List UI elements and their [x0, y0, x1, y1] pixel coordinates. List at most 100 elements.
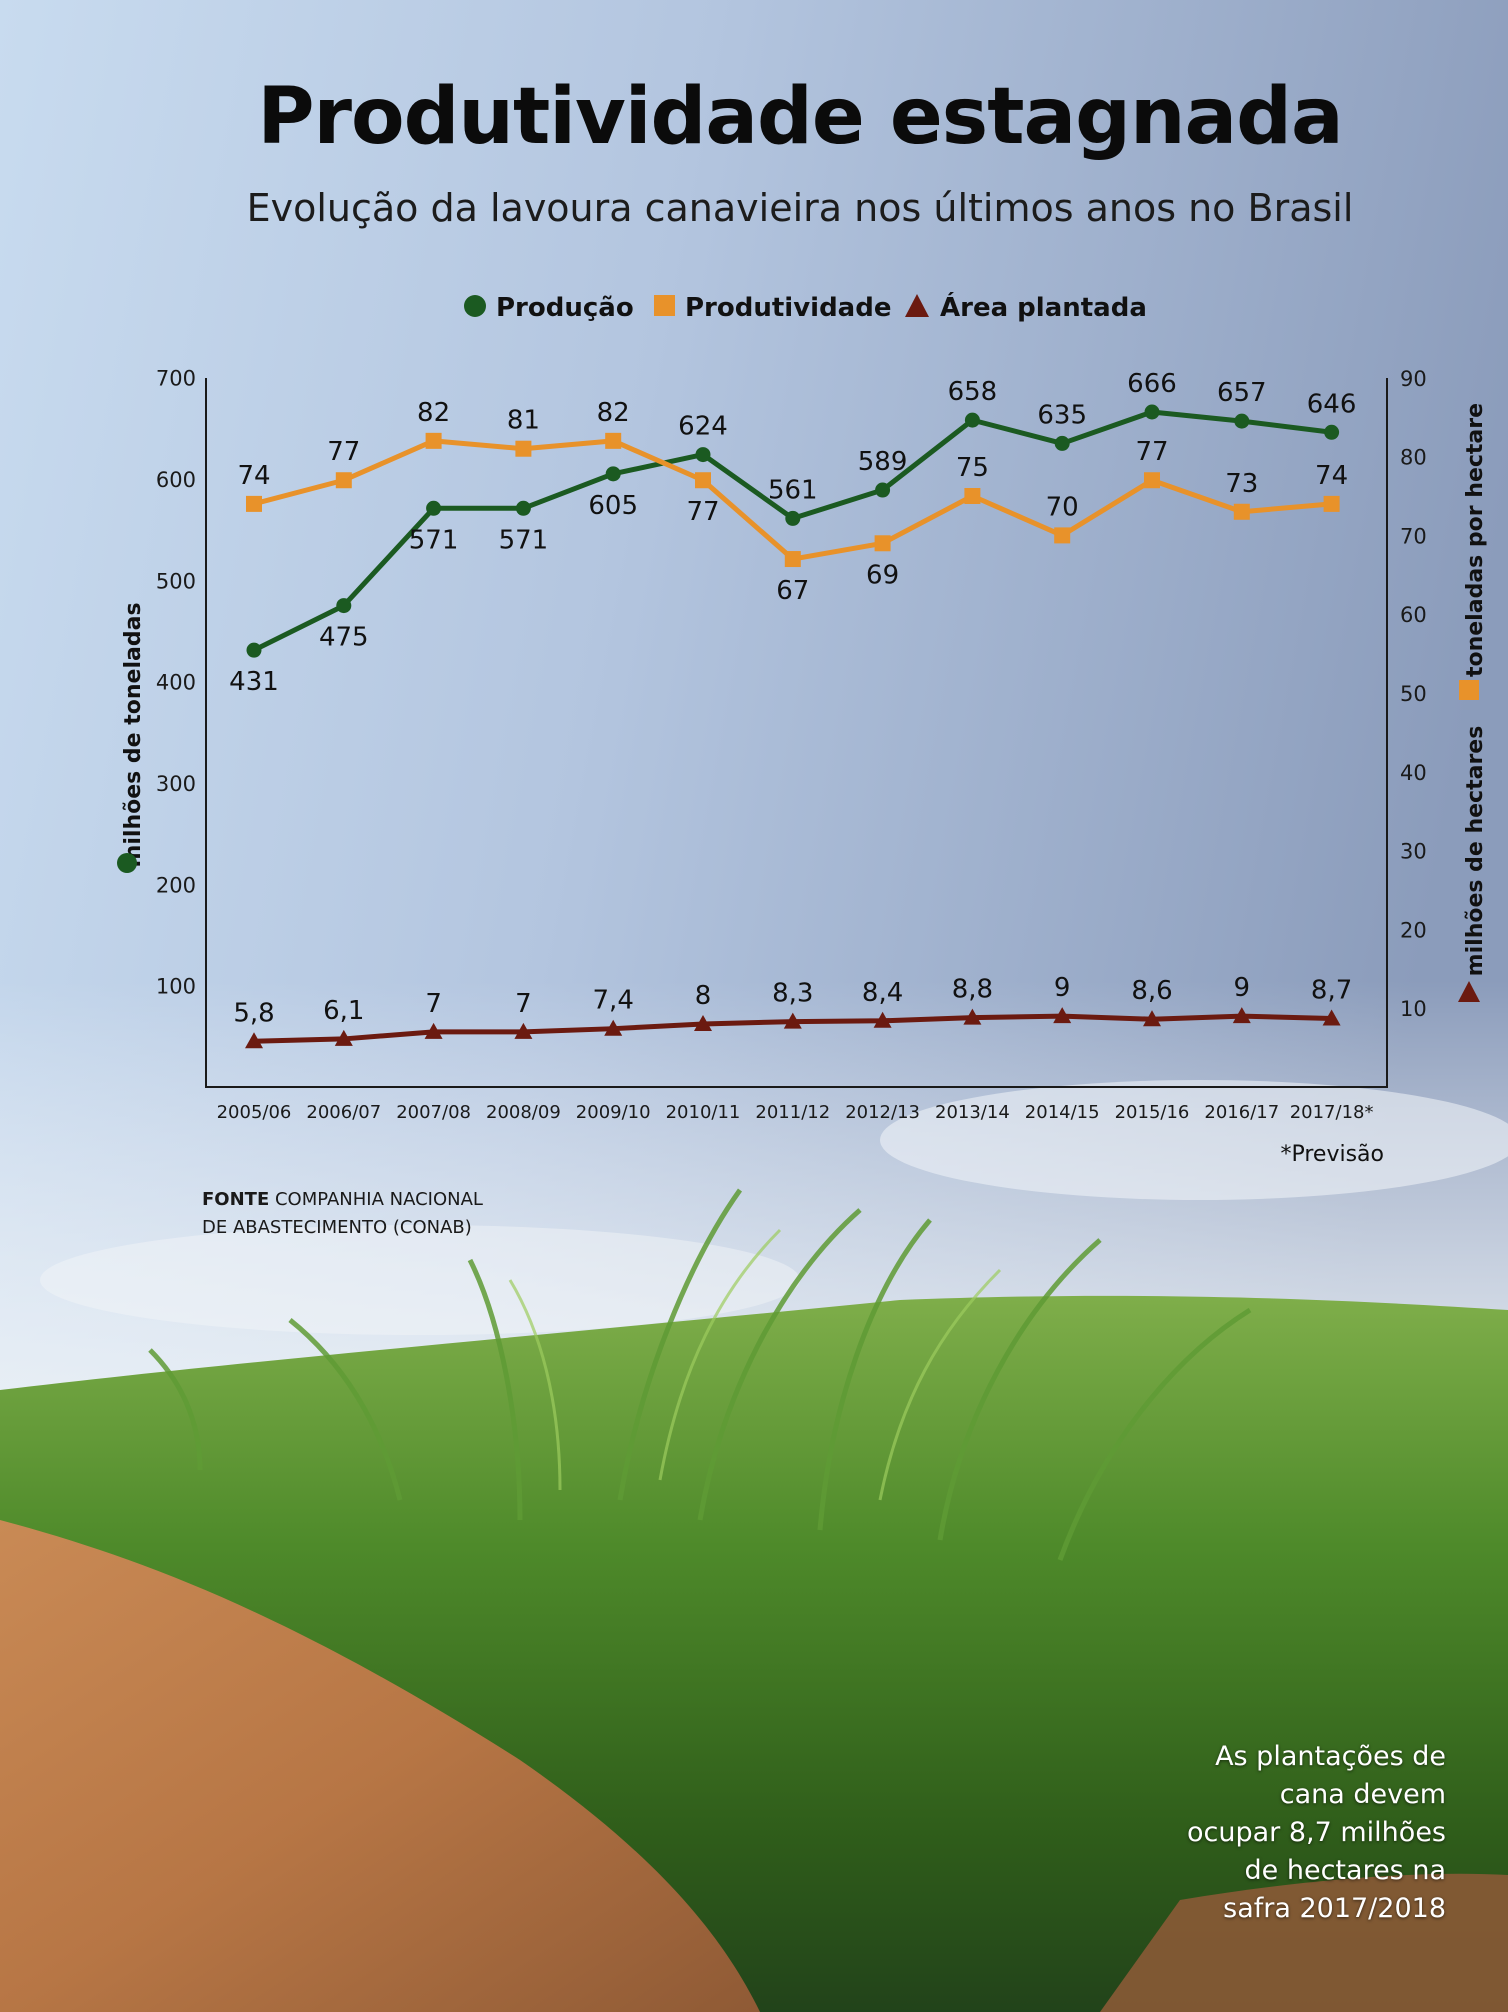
producao-point — [1054, 435, 1070, 451]
source-label: FONTE — [202, 1189, 270, 1210]
right-tick-label: 50 — [1400, 682, 1427, 706]
produtividade-point — [1233, 503, 1250, 520]
area-data-label: 7 — [425, 989, 442, 1019]
producao-point — [875, 482, 891, 498]
left-tick-labels: 100 200 300 400 500 600 700 — [156, 367, 196, 999]
produtividade-data-label: 77 — [1135, 437, 1168, 467]
page-title: Produtividade estagnada — [257, 72, 1343, 162]
producao-data-label: 475 — [319, 623, 369, 653]
produtividade-data-label: 82 — [417, 398, 450, 428]
area-point — [1232, 1007, 1251, 1024]
produtividade-data-label: 75 — [956, 453, 989, 483]
chart-area: 100 200 300 400 500 600 700 10 20 30 40 50 60 70 80 90… — [117, 367, 1488, 1123]
legend-area-label: Área plantada — [940, 291, 1147, 323]
left-tick-label: 100 — [156, 975, 196, 999]
x-tick-label: 2006/07 — [306, 1102, 381, 1123]
caption-line-3: ocupar 8,7 milhões — [1187, 1817, 1446, 1848]
x-tick-label: 2005/06 — [217, 1102, 292, 1123]
producao-point — [605, 466, 621, 482]
produtividade-point — [515, 440, 532, 457]
producao-point — [695, 447, 711, 463]
x-tick-label: 2017/18* — [1290, 1102, 1374, 1123]
right-tick-label: 10 — [1400, 997, 1427, 1021]
left-tick-label: 400 — [156, 671, 196, 695]
x-tick-label: 2016/17 — [1204, 1102, 1279, 1123]
produtividade-data-label: 77 — [327, 437, 360, 467]
produtividade-data-label: 67 — [776, 576, 809, 606]
left-axis-title: milhões de toneladas — [121, 602, 146, 867]
produtividade-data-label: 81 — [507, 406, 540, 436]
area-point — [1143, 1010, 1161, 1027]
producao-point — [785, 510, 801, 526]
produtividade-point — [246, 495, 262, 512]
area-point — [245, 1032, 263, 1049]
area-point — [1053, 1007, 1072, 1024]
area-point — [963, 1008, 982, 1025]
right-tick-label: 60 — [1400, 603, 1427, 627]
source-line-2: DE ABASTECIMENTO (CONAB) — [202, 1217, 472, 1238]
area-data-label: 8,6 — [1131, 976, 1172, 1006]
x-tick-label: 2015/16 — [1115, 1102, 1190, 1123]
legend-produtividade-marker — [654, 295, 675, 316]
area-data-label: 9 — [1234, 973, 1251, 1003]
producao-data-label: 657 — [1217, 378, 1267, 408]
producao-point — [964, 412, 980, 428]
area-data-label: 7,4 — [593, 986, 634, 1016]
x-tick-label: 2013/14 — [935, 1102, 1010, 1123]
producao-point — [246, 642, 262, 658]
producao-data-label: 589 — [858, 447, 908, 477]
area-point — [1322, 1009, 1341, 1026]
area-point — [873, 1011, 892, 1028]
produtividade-data-label: 82 — [597, 398, 630, 428]
area-data-label: 8,7 — [1311, 975, 1352, 1005]
legend: Produção Produtividade Área plantada — [464, 291, 1147, 323]
left-tick-label: 500 — [156, 569, 196, 593]
right-tick-label: 90 — [1400, 367, 1427, 391]
area-data-label: 8 — [695, 981, 712, 1011]
legend-produtividade-label: Produtividade — [685, 293, 891, 323]
produtividade-point — [695, 472, 711, 489]
data-labels: 431 475 571 571 605 624 561 589 658 635 666 657 646 7… — [229, 369, 1356, 1028]
producao-data-label: 658 — [948, 377, 998, 407]
produtividade-data-label: 74 — [237, 461, 270, 491]
area-data-label: 9 — [1054, 973, 1071, 1003]
right-tick-labels: 10 20 30 40 50 60 70 80 90 — [1400, 367, 1427, 1021]
produtividade-point — [1323, 495, 1340, 512]
area-data-label: 5,8 — [233, 998, 274, 1028]
caption-line-1: As plantações de — [1215, 1741, 1446, 1772]
producao-point — [1144, 404, 1160, 420]
forecast-footnote: *Previsão — [1280, 1142, 1384, 1167]
right-tick-label: 70 — [1400, 524, 1427, 548]
area-point — [694, 1014, 712, 1031]
right-axis-label-produtividade: toneladas por hectare — [1463, 403, 1488, 677]
produtividade-data-label: 74 — [1315, 461, 1348, 491]
producao-data-label: 431 — [229, 667, 279, 697]
producao-point — [336, 598, 352, 614]
producao-data-label: 624 — [678, 412, 728, 442]
area-data-label: 8,3 — [772, 979, 813, 1009]
produtividade-point — [964, 488, 981, 504]
area-data-label: 7 — [515, 989, 532, 1019]
produtividade-point — [605, 432, 622, 449]
right-axis-title-1: toneladas por hectare — [1463, 403, 1488, 677]
legend-area-marker — [905, 294, 929, 317]
x-tick-label: 2012/13 — [845, 1102, 920, 1123]
area-point — [424, 1022, 443, 1039]
area-point — [514, 1022, 533, 1039]
page-subtitle: Evolução da lavoura canavieira nos últim… — [246, 186, 1354, 230]
area-data-label: 8,4 — [862, 978, 903, 1008]
x-tick-label: 2010/11 — [666, 1102, 741, 1123]
legend-producao-marker — [464, 295, 486, 317]
producao-data-label: 666 — [1127, 369, 1177, 399]
producao-data-label: 646 — [1307, 389, 1357, 419]
producao-axis-marker — [117, 853, 137, 873]
produtividade-data-label: 70 — [1046, 492, 1079, 522]
right-tick-label: 20 — [1400, 918, 1427, 942]
left-tick-label: 600 — [156, 468, 196, 492]
left-tick-label: 200 — [156, 873, 196, 897]
area-point — [604, 1019, 623, 1036]
area-axis-marker — [1458, 981, 1480, 1002]
produtividade-point — [1144, 472, 1160, 489]
area-point — [783, 1012, 802, 1029]
right-axis-label-area: milhões de hectares — [1463, 726, 1488, 977]
